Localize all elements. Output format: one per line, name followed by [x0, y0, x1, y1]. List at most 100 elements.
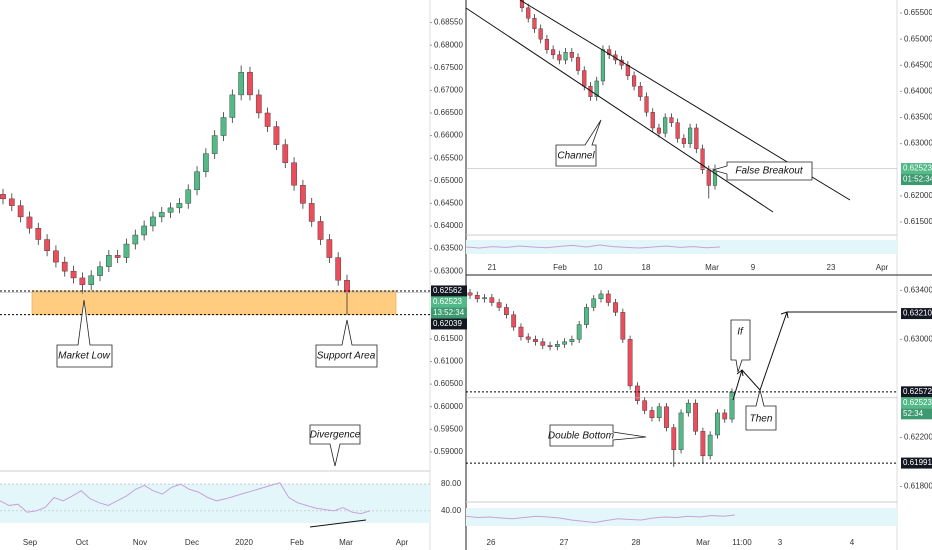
candle-body: [114, 255, 121, 258]
oscillator-line: [465, 514, 736, 524]
candle-body: [194, 171, 200, 191]
x-tick-label: 18: [642, 263, 651, 272]
candle-body: [638, 85, 643, 97]
y-tick-label: 0.67000: [434, 85, 463, 94]
candle-body: [482, 297, 487, 300]
candle-body: [105, 255, 112, 267]
candle-body: [35, 228, 42, 240]
candle-body: [141, 225, 147, 236]
y-tick-label: 0.62200: [904, 433, 932, 442]
candle-body: [625, 65, 630, 76]
candle-body: [533, 339, 538, 342]
price-label-box: [901, 174, 932, 186]
candle-body: [467, 292, 473, 296]
candle-body: [575, 57, 581, 71]
candle-body: [644, 96, 649, 113]
callout-box: [711, 161, 813, 181]
price-label-box: [901, 397, 932, 409]
candle-body: [675, 122, 680, 139]
y-tick-label: 0.62000: [904, 191, 932, 200]
x-tick-label: 11:00: [732, 538, 752, 547]
y-tick-label: 0.63000: [904, 139, 932, 148]
x-tick-label: Nov: [133, 538, 147, 547]
y-tick-label: 0.63500: [904, 113, 932, 122]
x-tick-label: 28: [632, 538, 641, 547]
y-tick-label: 0.64500: [904, 60, 932, 69]
candle-body: [0, 194, 6, 200]
y-tick-label: 0.65500: [904, 8, 932, 17]
price-label: 0.62523: [433, 297, 462, 306]
price-label: 0.62562: [433, 286, 462, 295]
candle-body: [650, 112, 655, 129]
price-label: 0.61991: [903, 458, 932, 467]
price-label: 0.62572: [903, 387, 932, 396]
candle-body: [532, 18, 537, 29]
candle-body: [605, 293, 611, 303]
candle-body: [504, 307, 509, 315]
y-tick-label: 0.68550: [434, 18, 463, 27]
candle-body: [582, 70, 587, 87]
x-tick-label: Sep: [23, 538, 38, 547]
y-tick-label: 0.61500: [434, 334, 463, 343]
callout-box: [745, 389, 777, 431]
callout: Market Low Support Area Divergence Chann…: [56, 119, 813, 467]
candle-body: [569, 52, 574, 58]
x-tick-label: 3: [778, 538, 783, 547]
candle-body: [26, 216, 33, 229]
candle-body: [53, 250, 59, 263]
y-tick-label: 0.66000: [434, 131, 463, 140]
candle-body: [255, 94, 262, 114]
x-tick-label: 9: [751, 263, 756, 272]
oscillator-line: [0, 482, 371, 515]
callout-box: [549, 424, 647, 447]
y-tick-label: 0.61800: [904, 482, 932, 491]
candle-body: [17, 205, 24, 218]
y-tick-label: 0.61000: [434, 357, 463, 366]
candle-body: [554, 344, 560, 347]
y-tick-label: 0.63000: [904, 334, 932, 343]
candle-body: [700, 431, 706, 457]
candle-body: [635, 385, 640, 401]
candle-body: [70, 270, 77, 279]
annotation: Double Bottom: [548, 431, 614, 442]
candle-body: [663, 117, 668, 134]
price-label-box: [901, 163, 932, 175]
candle-body: [700, 148, 705, 170]
candle-body: [642, 400, 648, 411]
candle-body: [44, 239, 50, 252]
candle-body: [61, 261, 68, 272]
price-label: 0.62523: [903, 164, 932, 173]
candle-body: [551, 49, 556, 56]
candle-body: [97, 266, 103, 276]
y-tick-label: 0.63000: [434, 266, 463, 275]
candle-body: [167, 207, 174, 213]
candle-body: [685, 402, 691, 414]
callout-box: [56, 299, 113, 368]
candle-body: [707, 434, 713, 457]
y-tick-label: 0.64000: [434, 221, 463, 230]
oscillator-band: [0, 484, 430, 523]
annotation: Market Low: [58, 351, 110, 362]
y-tick-label: 0.65000: [904, 34, 932, 43]
candle-body: [79, 277, 86, 285]
candle-body: [678, 412, 684, 450]
candle-body: [211, 135, 218, 154]
candle-body: [600, 49, 606, 82]
candle-body: [729, 391, 735, 420]
price-label-box: [901, 308, 932, 320]
candle-body: [594, 80, 599, 97]
candle-body: [526, 7, 531, 19]
y-tick-label: 0.60000: [434, 402, 463, 411]
candle-body: [631, 75, 637, 87]
candle-body: [317, 221, 324, 240]
candle-body: [591, 298, 597, 308]
candle-body: [273, 126, 280, 145]
x-tick-label: Mar: [339, 538, 353, 547]
y-tick-label: 0.65500: [434, 153, 463, 162]
x-tick-label: 10: [594, 263, 603, 272]
price-label: 0.62039: [433, 319, 462, 328]
candle-body: [8, 198, 15, 206]
y-tick-label: 0.59500: [434, 424, 463, 433]
y-tick-label: 0.64000: [904, 87, 932, 96]
